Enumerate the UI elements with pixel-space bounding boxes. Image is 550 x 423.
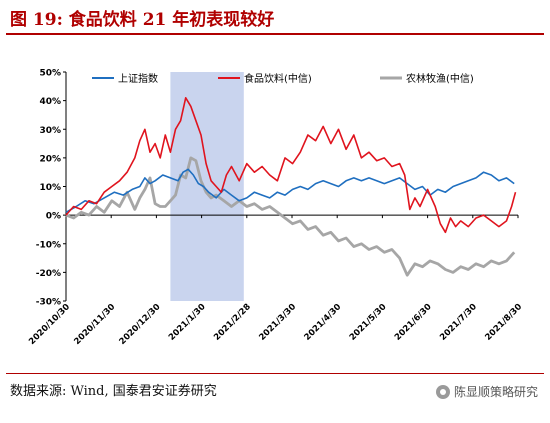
series-line [65,156,516,277]
figure-title: 图 19: 食品饮料 21 年初表现较好 [10,10,275,30]
highlight-band [170,72,244,301]
x-tick-label: 2021/2/28 [212,302,253,343]
y-tick-label: 30% [39,126,61,136]
axis-layer: 50%40%30%20%10%0%-10%-20%-30%2020/10/30 2… [27,69,524,347]
x-tick-label: 2020/12/30 [118,302,163,347]
x-tick-label: 2021/6/30 [393,302,434,343]
data-source: 数据来源: Wind, 国泰君安证券研究 [10,384,217,399]
legend: 上证指数 食品饮料(中信) 农林牧渔(中信) [92,72,474,85]
y-tick-label: 40% [39,97,61,107]
watermark: 陈显顺策略研究 [435,383,538,400]
y-tick-label: 20% [39,154,61,164]
x-tick-label: 2021/1/30 [167,302,208,343]
legend-label: 农林牧渔(中信) [406,72,474,85]
watermark-text: 陈显顺策略研究 [453,385,538,399]
y-tick-label: -30% [36,298,61,308]
legend-label: 上证指数 [118,72,158,85]
x-tick-label: 2021/4/30 [303,302,344,343]
wechat-icon [435,384,450,399]
x-tick-label: 2021/8/30 [483,302,524,343]
x-tick-label: 2021/5/30 [348,302,389,343]
y-tick-label: 0% [46,212,61,222]
line-chart: 50%40%30%20%10%0%-10%-20%-30%2020/10/30 2… [27,69,524,347]
series-line [65,168,515,213]
x-tick-label: 2021/7/30 [438,302,479,343]
title-rule [6,33,544,35]
x-tick-label: 2020/11/30 [72,302,117,347]
series-layer [65,97,517,277]
series-line [65,97,517,234]
y-tick-label: -10% [36,240,61,250]
x-tick-label: 2020/10/30 [27,302,72,347]
title-row: 图 19: 食品饮料 21 年初表现较好 [10,8,542,34]
x-tick-label: 2021/3/30 [257,302,298,343]
highlight-band-layer [170,72,244,301]
source-rule [6,373,544,374]
y-tick-label: 10% [39,183,61,193]
y-tick-label: 50% [39,69,61,79]
legend-label: 食品饮料(中信) [244,72,312,85]
y-tick-label: -20% [36,269,61,279]
